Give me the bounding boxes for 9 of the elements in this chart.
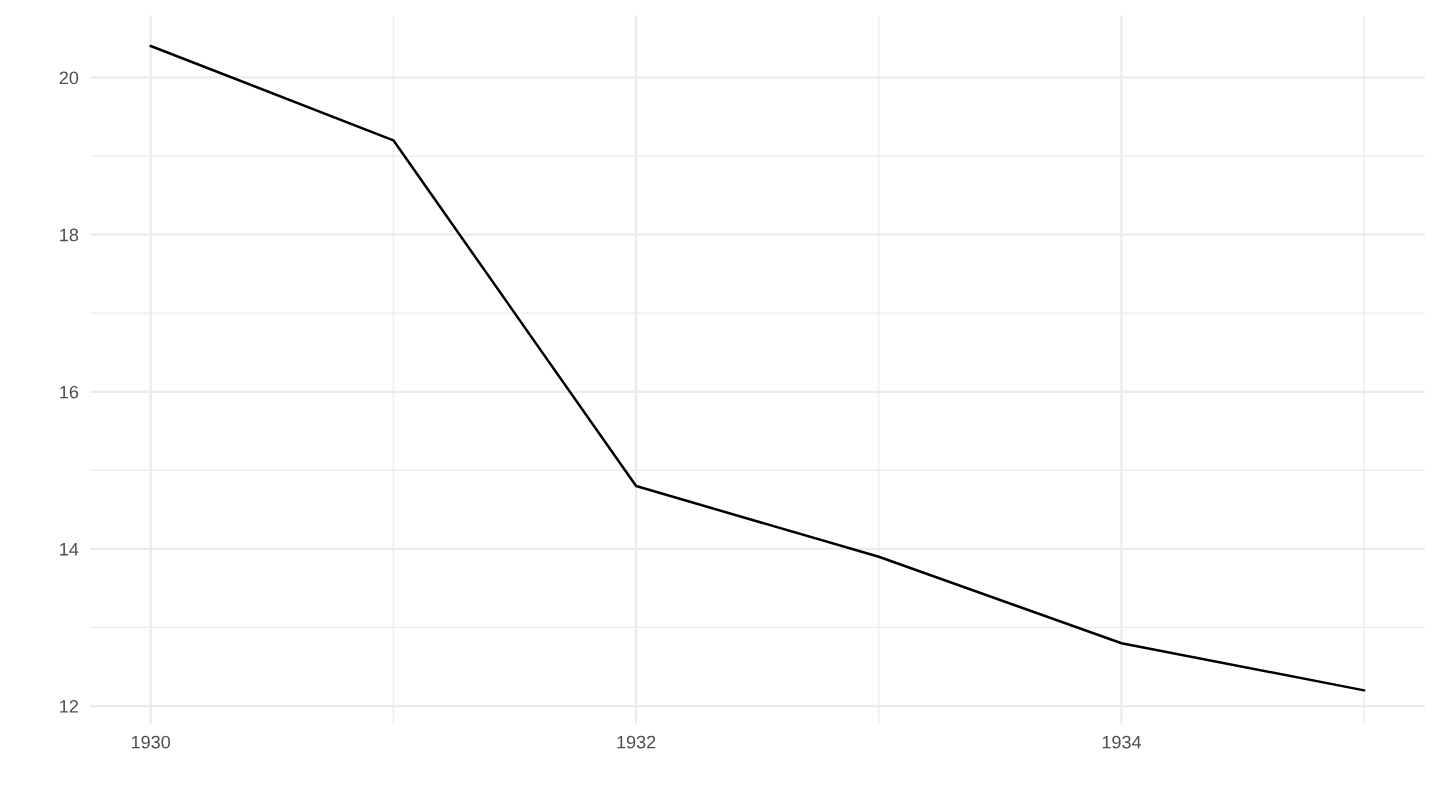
y-tick-label: 12 [60,700,78,713]
y-tick-label: 16 [60,385,79,399]
x-tick-label: 1934 [1102,735,1142,749]
x-tick-label: 1932 [617,735,656,749]
y-tick-label: 14 [60,543,79,556]
y-tick-label: 20 [59,71,79,85]
y-tick-label: 18 [60,228,79,242]
x-tick-label: 1930 [131,735,171,749]
line-series [149,44,1366,692]
